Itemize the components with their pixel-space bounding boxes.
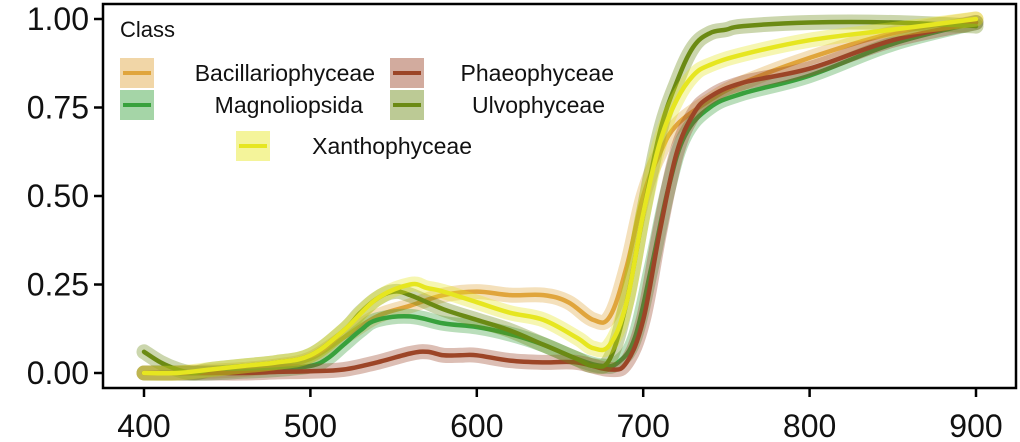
legend-item: Ulvophyceae [390, 90, 605, 120]
y-tick-label: 0.00 [27, 355, 89, 391]
y-tick-label: 0.75 [27, 90, 89, 126]
series-line [141, 16, 979, 376]
legend-item: Magnoliopsida [120, 90, 363, 120]
series-line [141, 16, 979, 376]
panel-border [101, 2, 1018, 390]
legend-label: Ulvophyceae [472, 92, 605, 118]
plot-area [101, 2, 1018, 390]
legend-label: Xanthophyceae [312, 133, 472, 159]
series-layer [136, 11, 984, 381]
x-tick-label: 500 [284, 408, 337, 442]
series-phaeophyceae [136, 15, 984, 381]
y-tick-label: 0.25 [27, 267, 89, 303]
y-tick-label: 1.00 [27, 1, 89, 37]
legend: Class Bacillariophyceae Magnoliopsida Phaeo… [120, 17, 614, 161]
legend-item: Xanthophyceae [236, 131, 472, 161]
legend-item: Bacillariophyceae [120, 58, 375, 88]
legend-label: Bacillariophyceae [195, 60, 375, 86]
series-xanthophyceae [136, 11, 984, 381]
series-bacillariophyceae [136, 11, 984, 381]
x-tick-label: 900 [949, 408, 1002, 442]
x-tick-label: 800 [783, 408, 836, 442]
x-tick-label: 400 [117, 408, 170, 442]
legend-label: Phaeophyceae [461, 60, 614, 86]
legend-title: Class [120, 17, 175, 42]
x-tick-label: 700 [617, 408, 670, 442]
y-tick-label: 0.50 [27, 178, 89, 214]
x-tick-label: 600 [450, 408, 503, 442]
axes-layer: 400 500 600 700 800 900 0.00 0.25 0.50 0.75 1.00 [27, 1, 1003, 442]
legend-item: Phaeophyceae [390, 58, 614, 88]
legend-label: Magnoliopsida [215, 92, 364, 118]
series-line [141, 20, 979, 376]
